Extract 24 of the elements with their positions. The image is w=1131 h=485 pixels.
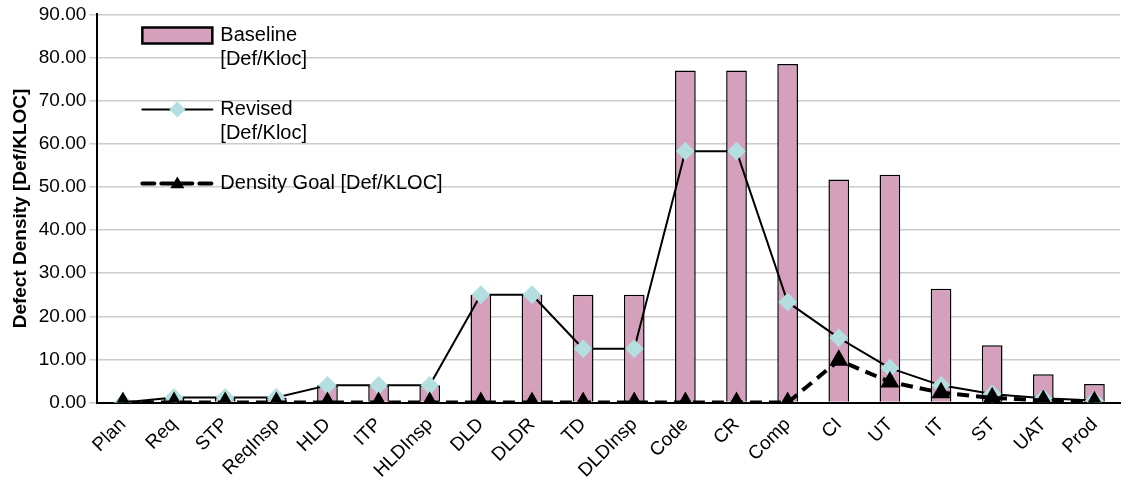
y-axis-title: Defect Density [Def/KLOC] — [8, 88, 30, 329]
y-tick-label: 60.00 — [38, 132, 87, 154]
x-tick-label: HLD — [292, 413, 334, 456]
y-tick-label: 20.00 — [38, 304, 87, 326]
legend-label: Revised [Def/Kloc] — [220, 96, 308, 143]
x-tick-label: STP — [190, 413, 232, 455]
legend-label: Baseline [Def/Kloc] — [220, 22, 308, 69]
x-tick-label: Plan — [87, 413, 130, 456]
y-tick-label: 70.00 — [38, 88, 87, 110]
y-tick-label: 30.00 — [38, 261, 87, 283]
x-tick-label: DLD — [445, 413, 488, 456]
x-tick-label: IT — [920, 413, 948, 441]
y-tick-label: 0.00 — [49, 390, 87, 412]
y-tick-label: 80.00 — [38, 45, 87, 67]
x-tick-label: Req — [141, 413, 181, 453]
y-tick-label: 90.00 — [38, 2, 87, 24]
x-tick-label: ST — [966, 413, 999, 446]
x-tick-label: CI — [817, 413, 846, 442]
x-tick-label: CR — [708, 413, 744, 448]
y-tick-label: 50.00 — [38, 175, 87, 197]
x-tick-label: UT — [863, 413, 897, 447]
y-tick-label: 40.00 — [38, 218, 87, 240]
y-tick-label: 10.00 — [38, 347, 87, 369]
legend-label: Density Goal [Def/KLOC] — [220, 170, 443, 193]
